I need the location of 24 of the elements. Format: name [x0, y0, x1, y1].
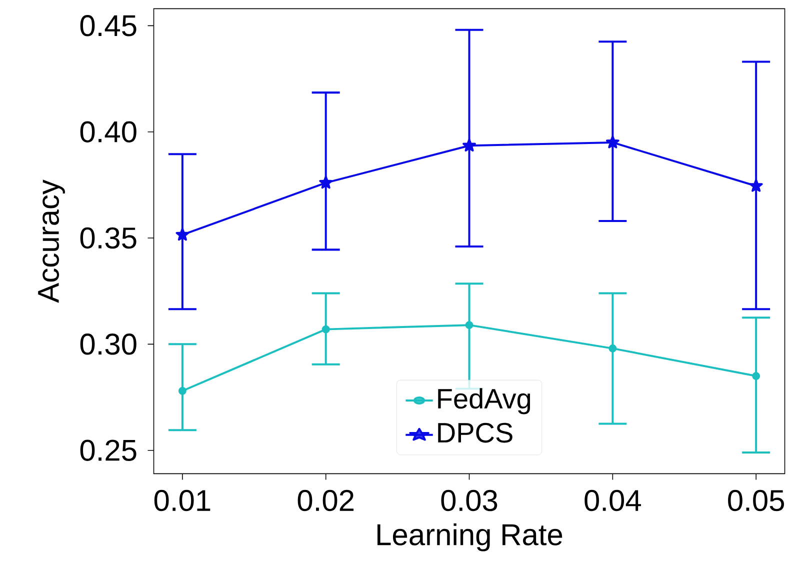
point	[178, 386, 186, 395]
point	[322, 325, 330, 334]
y-tick-label: 0.25	[80, 440, 136, 461]
y-tick-label: 0.30	[80, 334, 136, 355]
legend-label: FedAvg	[438, 388, 530, 414]
y-axis-title: Accuracy	[38, 180, 65, 303]
x-axis-title: Learning Rate	[377, 523, 562, 552]
point	[606, 135, 620, 148]
point	[319, 176, 333, 189]
point	[462, 138, 476, 152]
point	[752, 372, 760, 380]
legend-label: DPCS	[438, 422, 512, 443]
x-tick-label: 0.02	[298, 490, 354, 512]
x-tick-label: 0.05	[728, 490, 784, 512]
point	[465, 321, 474, 330]
point	[608, 344, 617, 352]
y-tick-label: 0.35	[80, 227, 136, 249]
x-tick-label: 0.03	[441, 490, 498, 512]
x-tick-label: 0.04	[584, 490, 641, 512]
y-tick-label: 0.45	[80, 15, 136, 36]
point	[749, 178, 763, 192]
y-tick-label: 0.40	[80, 121, 136, 142]
x-tick-label: 0.01	[154, 490, 210, 512]
point	[176, 228, 190, 241]
